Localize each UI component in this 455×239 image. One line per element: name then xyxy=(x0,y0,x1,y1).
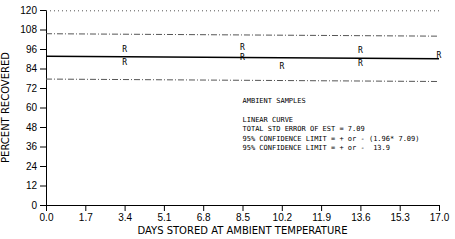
y-tick: 36 xyxy=(26,141,46,152)
y-tick-label: 96 xyxy=(26,44,38,55)
y-tick-label: 0 xyxy=(31,200,37,211)
x-tick-mark xyxy=(439,205,440,211)
y-tick-mark xyxy=(40,147,46,148)
x-tick-label: 1.7 xyxy=(79,212,93,223)
annotation-line: 95% CONFIDENCE LIMIT = + or - (1.96* 7.0… xyxy=(243,135,420,143)
x-tick-label: 0.0 xyxy=(40,212,54,223)
x-tick-label: 15.3 xyxy=(390,212,410,223)
x-axis-line xyxy=(47,206,440,212)
plot-area: 0.0 1.7 3.4 5.1 6.8 8.5 10.2 11.9 13.6 15.3 17.0 0 1… xyxy=(0,5,450,236)
y-tick-mark xyxy=(40,30,46,31)
annotation-line: 95% CONFIDENCE LIMIT = + or - 13.9 xyxy=(243,144,391,152)
x-tick-mark xyxy=(203,205,204,211)
annotation-line: TOTAL STD ERROR OF EST = 7.09 xyxy=(243,125,365,133)
y-tick-label: 84 xyxy=(26,63,38,74)
x-tick: 17.0 xyxy=(430,205,450,223)
y-axis-title: PERCENT RECOVERED xyxy=(0,52,11,163)
x-tick-mark xyxy=(164,205,165,211)
x-tick: 10.2 xyxy=(273,205,293,223)
y-tick: 48 xyxy=(26,122,46,133)
y-tick-mark xyxy=(40,69,46,70)
y-axis-line xyxy=(40,11,47,206)
y-tick-label: 48 xyxy=(26,122,38,133)
x-tick-mark xyxy=(400,205,401,211)
chart: 0.0 1.7 3.4 5.1 6.8 8.5 10.2 11.9 13.6 15.3 17.0 0 1… xyxy=(0,0,455,239)
x-tick-label: 6.8 xyxy=(197,212,211,223)
x-tick-label: 17.0 xyxy=(430,212,450,223)
x-tick: 3.4 xyxy=(118,205,132,223)
series-group xyxy=(46,11,439,82)
x-tick-mark xyxy=(321,205,322,211)
data-point: R xyxy=(358,59,363,68)
x-tick-mark xyxy=(360,205,361,211)
y-tick: 60 xyxy=(26,102,46,113)
x-tick-label: 5.1 xyxy=(157,212,171,223)
line xyxy=(46,34,439,36)
y-tick: 96 xyxy=(26,44,46,55)
line xyxy=(46,10,439,11)
y-tick-label: 12 xyxy=(26,180,38,191)
y-tick-mark xyxy=(40,205,46,206)
data-point: R xyxy=(240,43,245,52)
y-tick-label: 60 xyxy=(26,102,38,113)
y-tick-label: 24 xyxy=(26,161,38,172)
data-point: R xyxy=(279,62,284,71)
x-tick-mark xyxy=(125,205,126,211)
y-tick: 120 xyxy=(20,5,46,16)
x-tick: 0.0 xyxy=(40,205,54,223)
line xyxy=(46,79,439,81)
y-tick-label: 36 xyxy=(26,141,38,152)
data-point: R xyxy=(437,51,442,60)
x-tick-label: 13.6 xyxy=(351,212,371,223)
annotation-line: AMBIENT SAMPLES xyxy=(243,97,306,105)
x-tick: 8.5 xyxy=(236,205,250,223)
annotation-line: LINEAR CURVE xyxy=(243,116,294,124)
y-tick: 0 xyxy=(31,200,46,211)
data-point: R xyxy=(122,45,127,54)
y-tick-mark xyxy=(40,10,46,11)
x-tick: 1.7 xyxy=(79,205,93,223)
y-tick-mark xyxy=(40,166,46,167)
data-point: R xyxy=(358,46,363,55)
y-tick-label: 120 xyxy=(20,5,37,16)
y-tick: 108 xyxy=(20,24,46,35)
x-tick-mark xyxy=(282,205,283,211)
x-axis-title: DAYS STORED AT AMBIENT TEMPERATURE xyxy=(137,225,347,236)
y-tick: 12 xyxy=(26,180,46,191)
y-tick-mark xyxy=(40,186,46,187)
y-tick-label: 72 xyxy=(26,83,38,94)
data-point: R xyxy=(122,58,127,67)
y-tick: 24 xyxy=(26,161,46,172)
x-tick-label: 3.4 xyxy=(118,212,132,223)
x-tick: 15.3 xyxy=(390,205,410,223)
y-tick-mark xyxy=(40,49,46,50)
x-tick: 13.6 xyxy=(351,205,371,223)
data-point: R xyxy=(240,53,245,62)
y-tick: 84 xyxy=(26,63,46,74)
y-axis: 0 12 24 36 48 60 72 84 96 108 120 xyxy=(20,5,46,211)
x-tick-label: 11.9 xyxy=(312,212,331,223)
x-tick-label: 8.5 xyxy=(236,212,250,223)
x-tick: 5.1 xyxy=(157,205,171,223)
y-tick-mark xyxy=(40,88,46,89)
x-tick-mark xyxy=(243,205,244,211)
x-tick-mark xyxy=(85,205,86,211)
x-tick: 11.9 xyxy=(312,205,331,223)
y-tick: 72 xyxy=(26,83,46,94)
annotation: AMBIENT SAMPLES LINEAR CURVETOTAL STD ERR… xyxy=(243,97,420,153)
x-tick-label: 10.2 xyxy=(273,212,293,223)
x-tick: 6.8 xyxy=(197,205,211,223)
y-tick-label: 108 xyxy=(20,24,37,35)
x-axis: 0.0 1.7 3.4 5.1 6.8 8.5 10.2 11.9 13.6 15.3 17.0 xyxy=(40,205,450,223)
y-tick-mark xyxy=(40,108,46,109)
y-tick-mark xyxy=(40,127,46,128)
point-group: RRRRRRRR xyxy=(122,43,441,71)
